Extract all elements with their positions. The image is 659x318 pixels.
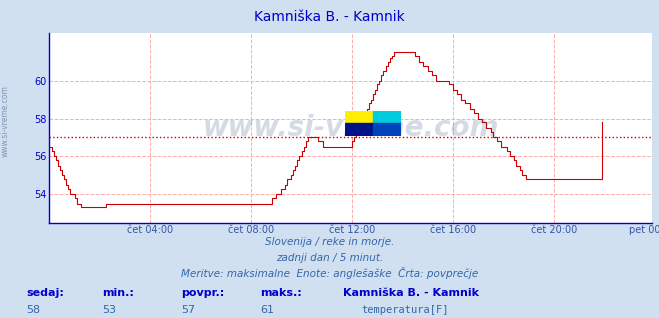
Text: Kamniška B. - Kamnik: Kamniška B. - Kamnik [343, 288, 478, 298]
Text: 57: 57 [181, 305, 195, 315]
Bar [345, 123, 373, 135]
Text: 58: 58 [26, 305, 40, 315]
Text: maks.:: maks.: [260, 288, 302, 298]
Text: sedaj:: sedaj: [26, 288, 64, 298]
Text: Slovenija / reke in morje.: Slovenija / reke in morje. [265, 237, 394, 247]
Bar [345, 111, 373, 123]
Text: Kamniška B. - Kamnik: Kamniška B. - Kamnik [254, 10, 405, 24]
Bar [373, 123, 401, 135]
Text: min.:: min.: [102, 288, 134, 298]
Text: zadnji dan / 5 minut.: zadnji dan / 5 minut. [276, 253, 383, 263]
Text: www.si-vreme.com: www.si-vreme.com [203, 114, 499, 142]
Text: Meritve: maksimalne  Enote: anglešaške  Črta: povprečje: Meritve: maksimalne Enote: anglešaške Čr… [181, 267, 478, 279]
Text: 61: 61 [260, 305, 274, 315]
Bar [373, 111, 401, 123]
Text: 53: 53 [102, 305, 116, 315]
Text: www.si-vreme.com: www.si-vreme.com [1, 85, 10, 157]
Text: temperatura[F]: temperatura[F] [361, 305, 449, 315]
Text: povpr.:: povpr.: [181, 288, 225, 298]
